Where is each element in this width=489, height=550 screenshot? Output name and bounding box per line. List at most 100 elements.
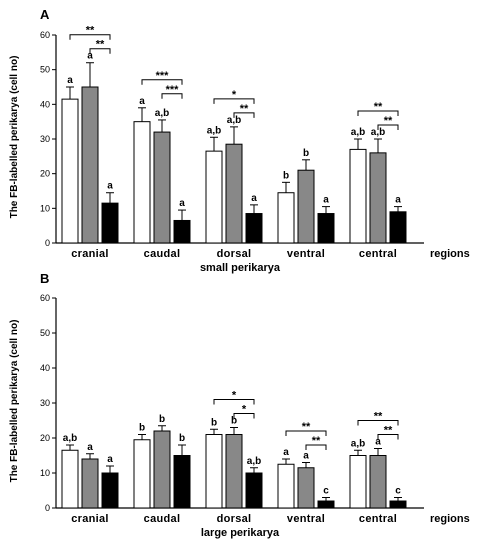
regions-label: regions xyxy=(430,513,470,525)
group-letter-label: b xyxy=(159,414,165,425)
group-letter-label: a,b xyxy=(155,108,169,119)
y-tick-label: 0 xyxy=(45,238,50,248)
group-letter-label: a xyxy=(323,195,329,206)
group-letter-label: b xyxy=(211,417,217,428)
bar xyxy=(297,169,315,244)
significance-bracket xyxy=(213,399,255,405)
bar xyxy=(317,213,335,244)
category-tick-label: cranial xyxy=(71,513,109,525)
significance-stars: ** xyxy=(384,115,393,127)
y-tick-label: 20 xyxy=(40,433,50,443)
category-tick-label: central xyxy=(359,248,397,260)
group-letter-label: c xyxy=(395,486,401,497)
y-tick-label: 50 xyxy=(40,65,50,75)
significance-bracket xyxy=(305,444,327,450)
category-tick-label: dorsal xyxy=(217,513,252,525)
y-axis-label: The FB-labelled perikarya (cell no) xyxy=(9,56,20,219)
category-tick-label: ventral xyxy=(287,248,325,260)
bar xyxy=(61,98,79,244)
group-letter-label: a xyxy=(251,193,257,204)
bar xyxy=(81,86,99,244)
category-tick-label: central xyxy=(359,513,397,525)
y-tick-label: 30 xyxy=(40,398,50,408)
bar xyxy=(245,213,263,244)
group-letter-label: a,b xyxy=(227,115,241,126)
bar xyxy=(369,152,387,244)
significance-bracket xyxy=(161,93,183,99)
group-letter-label: b xyxy=(231,416,237,427)
y-tick-label: 10 xyxy=(40,468,50,478)
regions-label: regions xyxy=(430,248,470,260)
category-tick-label: dorsal xyxy=(217,248,252,260)
significance-stars: ** xyxy=(86,25,95,37)
bar xyxy=(133,439,151,509)
y-tick-label: 10 xyxy=(40,203,50,213)
significance-bracket xyxy=(69,34,111,40)
significance-stars: ** xyxy=(240,103,249,115)
bar xyxy=(153,430,171,509)
group-letter-label: a xyxy=(87,51,93,62)
bar xyxy=(153,131,171,244)
y-tick-label: 20 xyxy=(40,169,50,179)
significance-stars: ** xyxy=(374,101,383,113)
significance-stars: ** xyxy=(302,421,311,433)
y-tick-label: 60 xyxy=(40,293,50,303)
significance-bracket xyxy=(357,420,399,426)
bar xyxy=(225,143,243,244)
bar xyxy=(245,472,263,509)
group-letter-label: a,b xyxy=(63,433,77,444)
group-letter-label: a,b xyxy=(351,127,365,138)
x-axis-label: large perikarya xyxy=(201,527,280,539)
significance-bracket xyxy=(213,98,255,104)
group-letter-label: a xyxy=(375,437,381,448)
bar xyxy=(205,150,223,244)
group-letter-label: b xyxy=(139,423,145,434)
group-letter-label: b xyxy=(303,148,309,159)
category-tick-label: ventral xyxy=(287,513,325,525)
significance-stars: ** xyxy=(96,39,105,51)
group-letter-label: b xyxy=(283,170,289,181)
y-tick-label: 0 xyxy=(45,503,50,513)
bar xyxy=(297,467,315,509)
bar xyxy=(389,211,407,244)
bar xyxy=(349,148,367,244)
y-tick-label: 40 xyxy=(40,99,50,109)
category-tick-label: caudal xyxy=(144,248,181,260)
bar xyxy=(205,434,223,509)
panel-letter: B xyxy=(40,271,49,286)
bar xyxy=(173,455,191,509)
bar xyxy=(81,458,99,509)
group-letter-label: c xyxy=(323,486,329,497)
bar xyxy=(133,121,151,244)
significance-stars: *** xyxy=(166,84,180,96)
y-tick-label: 60 xyxy=(40,30,50,40)
y-tick-label: 50 xyxy=(40,328,50,338)
y-tick-label: 30 xyxy=(40,134,50,144)
y-tick-label: 40 xyxy=(40,363,50,373)
bar xyxy=(349,455,367,509)
bar xyxy=(173,219,191,244)
group-letter-label: a,b xyxy=(351,438,365,449)
significance-bracket xyxy=(141,79,183,85)
significance-stars: * xyxy=(232,390,237,402)
bar xyxy=(61,449,79,509)
group-letter-label: a xyxy=(107,181,113,192)
x-axis-label: small perikarya xyxy=(200,262,281,274)
significance-bracket xyxy=(357,110,399,116)
group-letter-label: a xyxy=(139,96,145,107)
bar xyxy=(277,463,295,509)
significance-stars: * xyxy=(232,89,237,101)
y-axis-label: The FB-labelled perikarya (cell no) xyxy=(9,320,20,483)
significance-stars: *** xyxy=(156,70,170,82)
significance-bracket xyxy=(233,413,255,419)
group-letter-label: a xyxy=(179,198,185,209)
bar xyxy=(389,500,407,509)
group-letter-label: a xyxy=(67,75,73,86)
significance-stars: ** xyxy=(384,425,393,437)
group-letter-label: a xyxy=(303,451,309,462)
bar xyxy=(101,472,119,509)
bar xyxy=(369,455,387,509)
group-letter-label: a xyxy=(87,442,93,453)
bar xyxy=(225,434,243,509)
